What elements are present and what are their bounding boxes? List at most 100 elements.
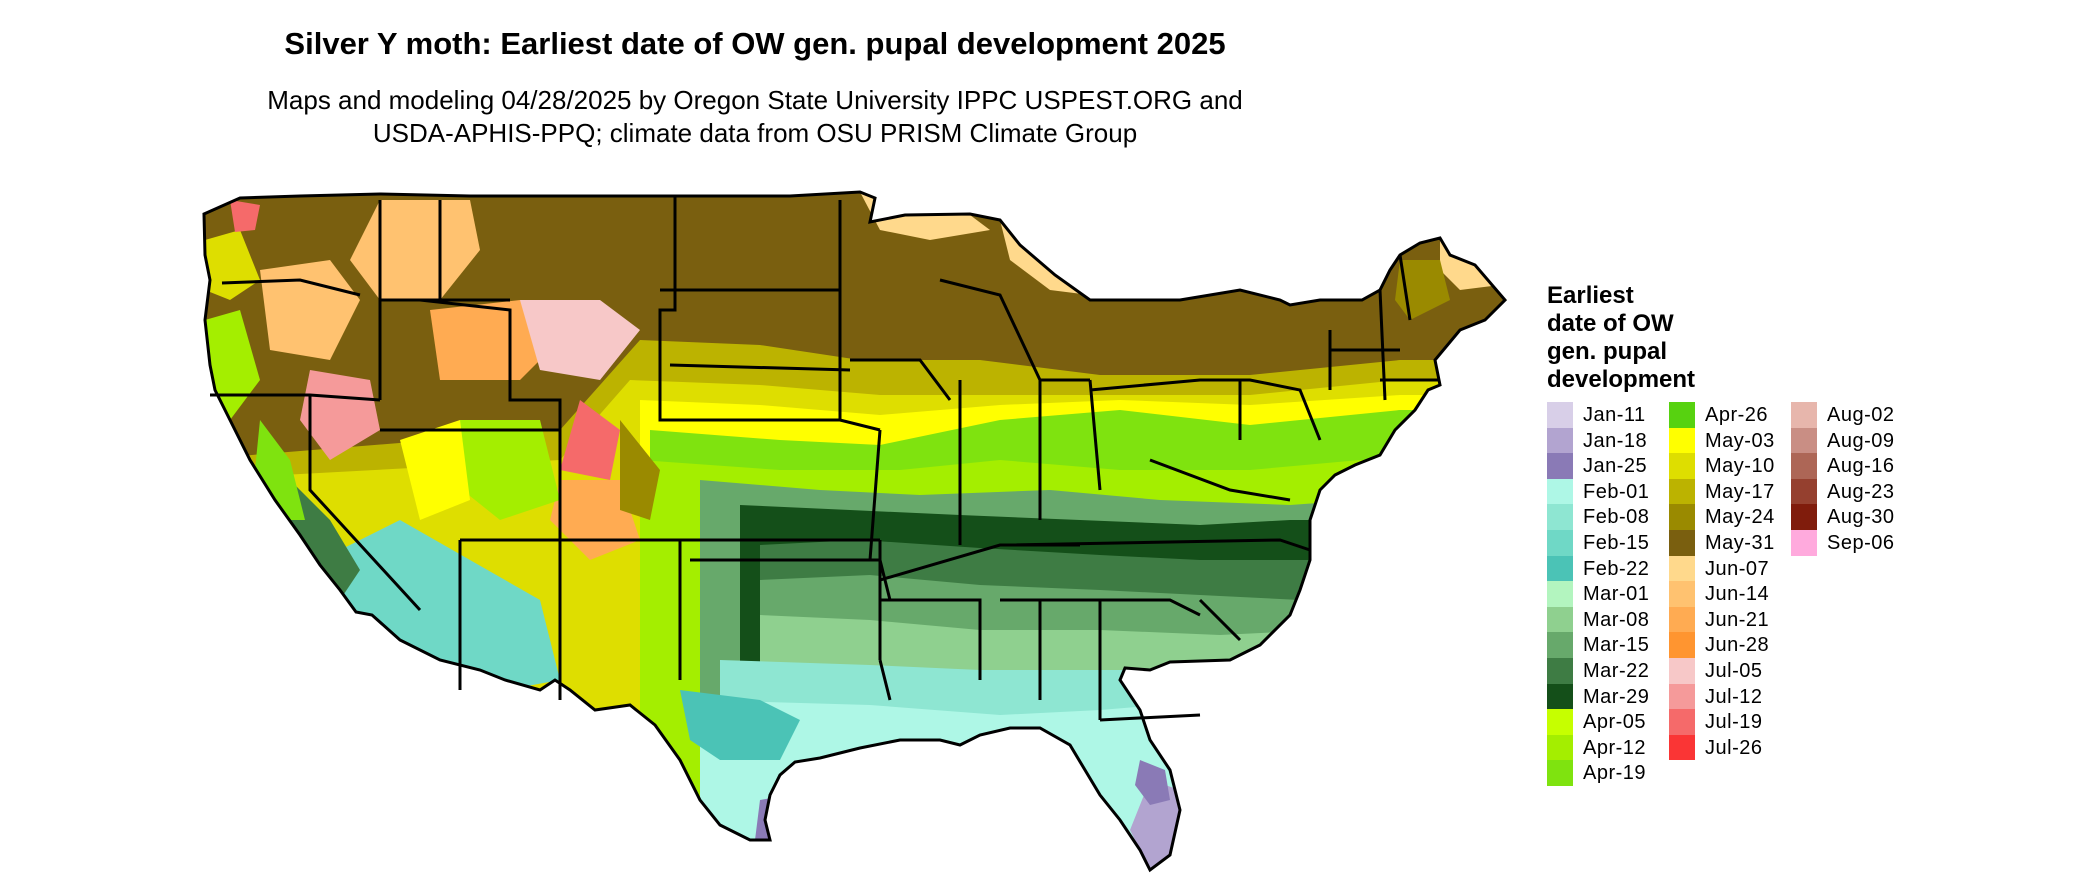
legend-swatch (1791, 427, 1817, 454)
legend-label: Jul-26 (1705, 736, 1763, 759)
legend-item: Apr-26 (1669, 402, 1799, 428)
legend-label: Jun-21 (1705, 608, 1770, 631)
legend-label: Mar-22 (1583, 659, 1650, 682)
legend-label: Apr-05 (1583, 711, 1647, 734)
legend-swatch (1547, 453, 1573, 479)
legend-swatch (1547, 529, 1573, 556)
legend-label: Jun-07 (1705, 557, 1770, 580)
state-boundaries (202, 190, 1508, 873)
legend-item: Aug-16 (1791, 453, 1921, 479)
legend-title-line-4: development (1547, 366, 1696, 393)
legend-item: May-31 (1669, 529, 1799, 556)
legend-item: Mar-01 (1547, 581, 1677, 607)
legend-label: Apr-19 (1583, 762, 1647, 785)
legend-swatch (1547, 760, 1573, 786)
legend-swatch (1669, 402, 1695, 428)
legend-swatch (1669, 427, 1695, 454)
legend-label: Aug-09 (1827, 429, 1895, 452)
legend-swatch (1547, 402, 1573, 428)
legend-column: Apr-26 May-03 May-10 May-17 May-24 May-31 Jun-… (1669, 402, 1799, 761)
legend-item: Mar-22 (1547, 657, 1677, 684)
legend-item: May-17 (1669, 478, 1799, 505)
legend-swatch (1547, 709, 1573, 735)
legend-swatch (1547, 657, 1573, 684)
legend-item: Feb-01 (1547, 478, 1677, 505)
legend-label: Jul-19 (1705, 711, 1763, 734)
legend-item: Mar-15 (1547, 632, 1677, 658)
legend-item: Jun-14 (1669, 581, 1799, 607)
legend-item: Jun-28 (1669, 632, 1799, 658)
legend-swatch (1547, 478, 1573, 505)
legend-label: Jan-11 (1583, 404, 1646, 426)
legend-swatch (1669, 529, 1695, 556)
legend-label: Feb-15 (1583, 531, 1650, 554)
legend-label: Mar-08 (1583, 608, 1650, 631)
legend-swatch (1791, 402, 1817, 428)
legend-item: Mar-08 (1547, 606, 1677, 633)
legend-item: Jul-12 (1669, 683, 1799, 710)
legend-swatch (1669, 632, 1695, 658)
legend-item: Jul-26 (1669, 734, 1799, 761)
legend-item: Apr-12 (1547, 734, 1677, 761)
legend-label: Feb-01 (1583, 480, 1650, 503)
legend-label: Mar-29 (1583, 685, 1650, 708)
legend-swatch (1547, 555, 1573, 582)
legend-swatch (1669, 606, 1695, 633)
legend-swatch (1547, 632, 1573, 658)
legend-column: Jan-11 Jan-18 Jan-25 Feb-01 Feb-08 Feb-15 Feb-… (1547, 402, 1677, 786)
legend-swatch (1669, 453, 1695, 479)
legend-item: Jun-07 (1669, 555, 1799, 582)
legend-title: Earliest date of OW gen. pupal developme… (1547, 282, 1695, 394)
legend-item: Aug-30 (1791, 504, 1921, 530)
legend-swatch (1669, 555, 1695, 582)
legend-label: Apr-12 (1583, 736, 1647, 759)
legend-swatch (1669, 683, 1695, 710)
legend-label: Mar-01 (1583, 583, 1650, 606)
legend-label: Aug-02 (1827, 404, 1895, 426)
legend-label: Jul-12 (1705, 685, 1763, 708)
legend-item: Aug-09 (1791, 427, 1921, 454)
legend-swatch (1669, 581, 1695, 607)
legend-item: Mar-29 (1547, 683, 1677, 710)
legend-swatch (1547, 734, 1573, 761)
legend-label: Feb-22 (1583, 557, 1650, 580)
map-subtitle: Maps and modeling 04/28/2025 by Oregon S… (0, 84, 1510, 150)
legend-label: Apr-26 (1705, 404, 1769, 426)
subtitle-line-2: USDA-APHIS-PPQ; climate data from OSU PR… (372, 118, 1138, 148)
legend-label: May-31 (1705, 531, 1775, 554)
legend-label: Jan-25 (1583, 455, 1648, 478)
legend-swatch (1547, 581, 1573, 607)
legend-swatch (1669, 504, 1695, 530)
legend-item: Jul-19 (1669, 709, 1799, 735)
legend-item: Aug-23 (1791, 478, 1921, 505)
legend-label: Feb-08 (1583, 506, 1650, 529)
legend-label: Aug-23 (1827, 480, 1895, 503)
legend-item: Jul-05 (1669, 657, 1799, 684)
legend-label: May-10 (1705, 455, 1775, 478)
legend-swatch (1791, 478, 1817, 505)
legend-swatch (1547, 504, 1573, 530)
map-color-zones (204, 192, 1505, 870)
legend-item: May-24 (1669, 504, 1799, 530)
legend-item: May-03 (1669, 427, 1799, 454)
us-degree-day-map (202, 190, 1508, 873)
legend-swatch (1547, 683, 1573, 710)
legend-label: Jul-05 (1705, 659, 1763, 682)
legend-item: Jan-25 (1547, 453, 1677, 479)
legend-label: Jun-28 (1705, 634, 1770, 657)
legend-swatch (1669, 734, 1695, 761)
legend-item: Apr-05 (1547, 709, 1677, 735)
legend-label: Sep-06 (1827, 531, 1895, 554)
legend-swatch (1669, 657, 1695, 684)
legend-label: May-03 (1705, 429, 1775, 452)
legend-swatch (1547, 427, 1573, 454)
legend-title-line-1: Earliest (1547, 282, 1634, 309)
legend-item: Apr-19 (1547, 760, 1677, 786)
legend-label: May-17 (1705, 480, 1775, 503)
legend-swatch (1791, 529, 1817, 556)
legend-title-line-2: date of OW (1547, 310, 1674, 337)
legend-item: Aug-02 (1791, 402, 1921, 428)
legend-item: Jan-11 (1547, 402, 1677, 428)
legend-swatch (1669, 709, 1695, 735)
legend-swatch (1669, 478, 1695, 505)
